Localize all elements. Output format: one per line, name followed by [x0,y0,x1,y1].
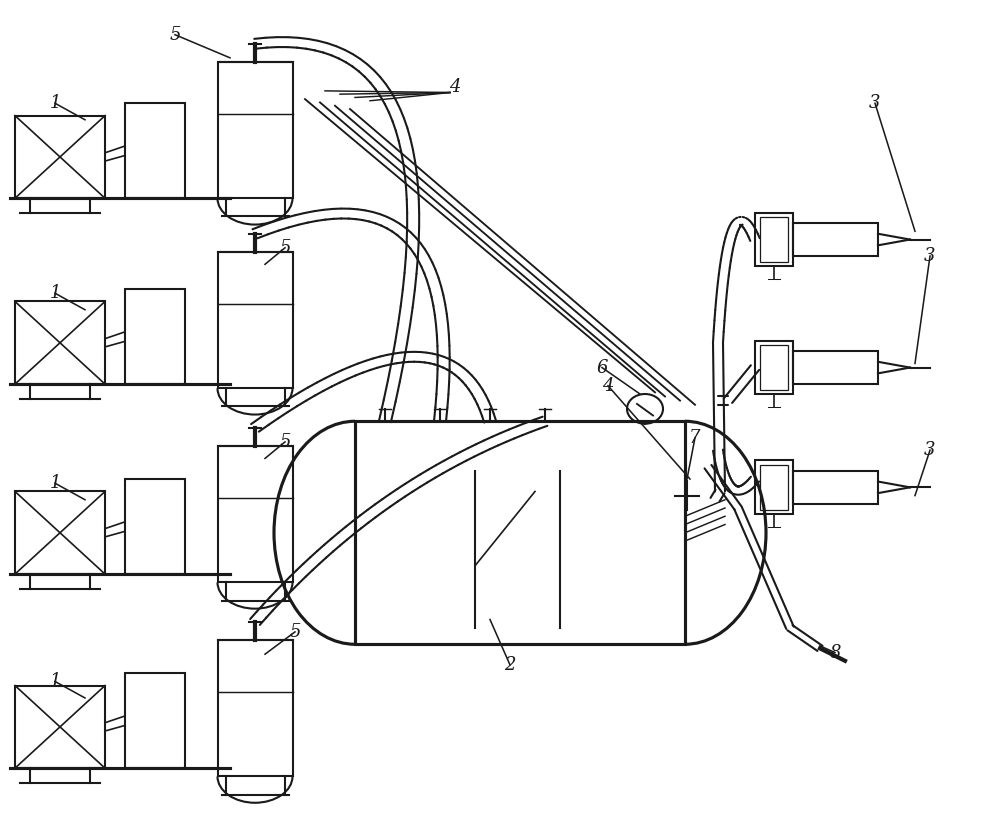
Bar [755,213,793,266]
Text: 5: 5 [169,26,181,44]
Bar [760,464,788,510]
Bar [760,344,788,390]
Bar [755,461,793,514]
Text: 4: 4 [449,78,461,96]
Text: 1: 1 [49,474,61,492]
Text: 1: 1 [49,284,61,302]
Bar [15,686,105,768]
Bar [15,301,105,384]
Text: 3: 3 [869,94,881,112]
Bar [125,673,185,768]
Bar [218,62,292,198]
Text: 2: 2 [504,656,516,674]
Bar [793,471,878,504]
Text: 1: 1 [49,672,61,691]
Bar [218,252,292,388]
Text: 3: 3 [924,247,936,265]
Text: 8: 8 [829,643,841,662]
Bar [125,479,185,574]
Bar [793,351,878,384]
Bar [125,289,185,384]
Text: 6: 6 [596,358,608,377]
Text: 5: 5 [289,623,301,641]
Bar [218,446,292,582]
Bar [755,340,793,394]
Bar [760,216,788,263]
Bar [15,491,105,574]
Bar [15,116,105,198]
Text: 4: 4 [602,377,614,395]
Text: 5: 5 [279,433,291,451]
Bar [793,223,878,256]
Bar [218,640,292,776]
Bar [355,421,685,644]
Text: 1: 1 [49,94,61,112]
Bar [125,103,185,198]
Text: 3: 3 [924,441,936,459]
Text: 7: 7 [689,429,701,447]
Text: 5: 5 [279,239,291,257]
